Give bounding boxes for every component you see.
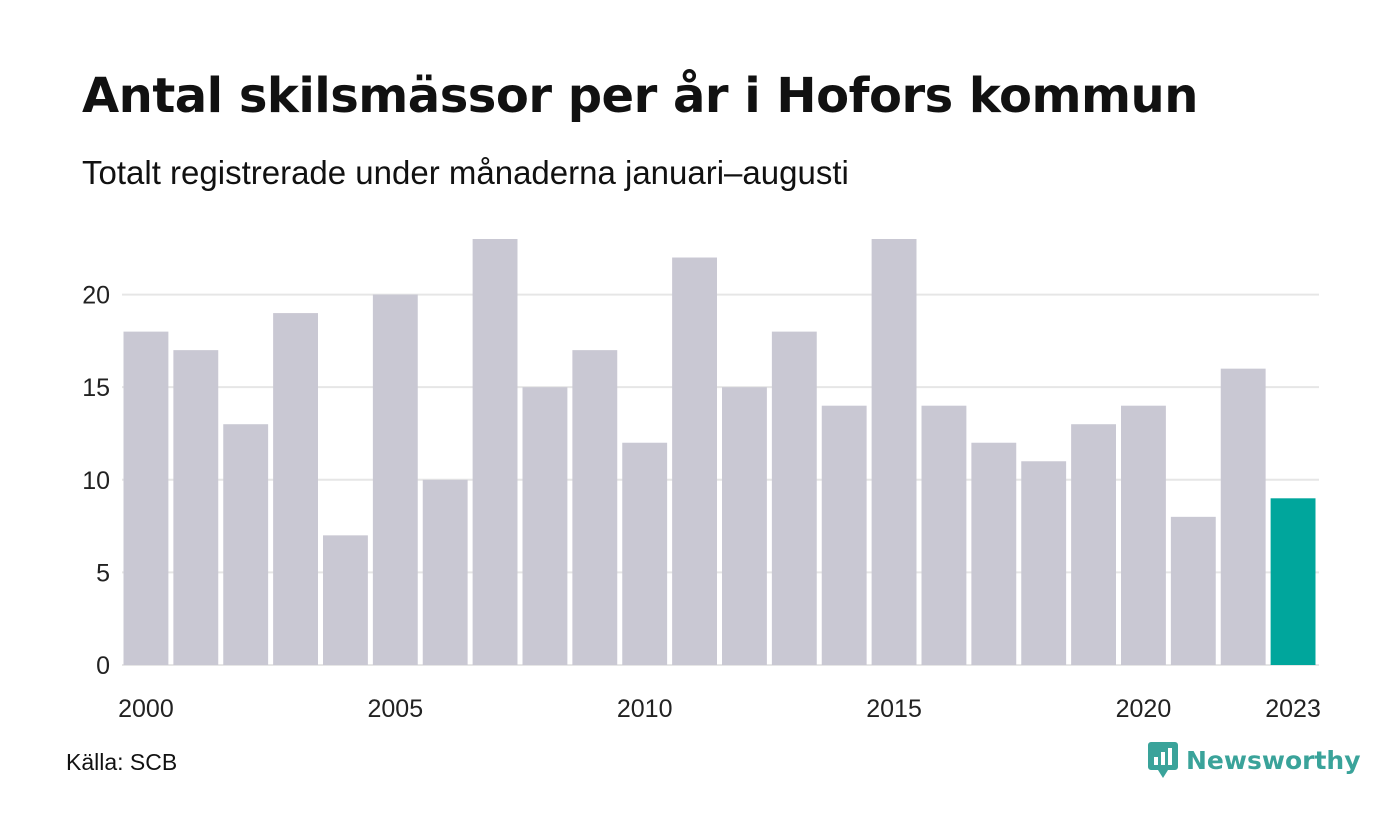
y-tick-label: 10 — [82, 467, 110, 495]
bars — [123, 239, 1316, 665]
bar-2007 — [472, 239, 518, 665]
x-tick-label: 2015 — [866, 695, 922, 723]
bar-2019 — [1071, 424, 1116, 665]
brand-name: Newsworthy — [1186, 745, 1361, 775]
y-tick-label: 5 — [96, 559, 110, 587]
y-axis-ticks: 0 5 10 15 20 — [82, 282, 110, 680]
bar-2023 — [1270, 498, 1316, 665]
y-tick-label: 20 — [82, 282, 110, 310]
x-tick-label: 2000 — [118, 695, 174, 723]
bar-2011 — [672, 257, 717, 665]
bar-2022 — [1220, 368, 1266, 665]
bar-2014 — [821, 405, 867, 665]
x-tick-label: 2010 — [617, 695, 673, 723]
source-note: Källa: SCB — [66, 749, 178, 775]
bar-2004 — [323, 535, 368, 665]
x-tick-label: 2023 — [1265, 695, 1321, 723]
x-tick-label: 2005 — [368, 695, 424, 723]
bar-2012 — [722, 387, 767, 665]
chart-title: Antal skilsmässor per år i Hofors kommun — [82, 68, 1198, 124]
grid-lines — [122, 293, 1319, 666]
y-tick-label: 0 — [96, 652, 110, 680]
bar-2018 — [1021, 461, 1067, 665]
y-tick-label: 15 — [82, 374, 110, 402]
bar-chart: 0 5 10 15 20 2000 2005 2010 2015 2020 2023 — [82, 239, 1321, 723]
newsworthy-logo-icon — [1148, 742, 1178, 778]
bar-2003 — [273, 313, 318, 665]
chart-subtitle: Totalt registrerade under månaderna janu… — [82, 154, 849, 191]
bar-2005 — [372, 294, 418, 665]
bar-2020 — [1121, 405, 1166, 665]
brand-logo: Newsworthy — [1148, 742, 1361, 778]
bar-2015 — [871, 239, 917, 665]
bar-2002 — [223, 424, 269, 665]
bar-2000 — [123, 331, 169, 665]
bar-2013 — [771, 331, 817, 665]
bar-2009 — [572, 350, 618, 665]
bar-2008 — [522, 387, 568, 665]
bar-2021 — [1170, 516, 1216, 665]
bar-2001 — [173, 350, 219, 665]
bar-2006 — [422, 479, 468, 665]
x-tick-label: 2020 — [1116, 695, 1172, 723]
x-axis-ticks: 2000 2005 2010 2015 2020 2023 — [118, 695, 1321, 723]
bar-2017 — [971, 442, 1017, 665]
bar-2016 — [921, 405, 967, 665]
bar-2010 — [622, 442, 668, 665]
